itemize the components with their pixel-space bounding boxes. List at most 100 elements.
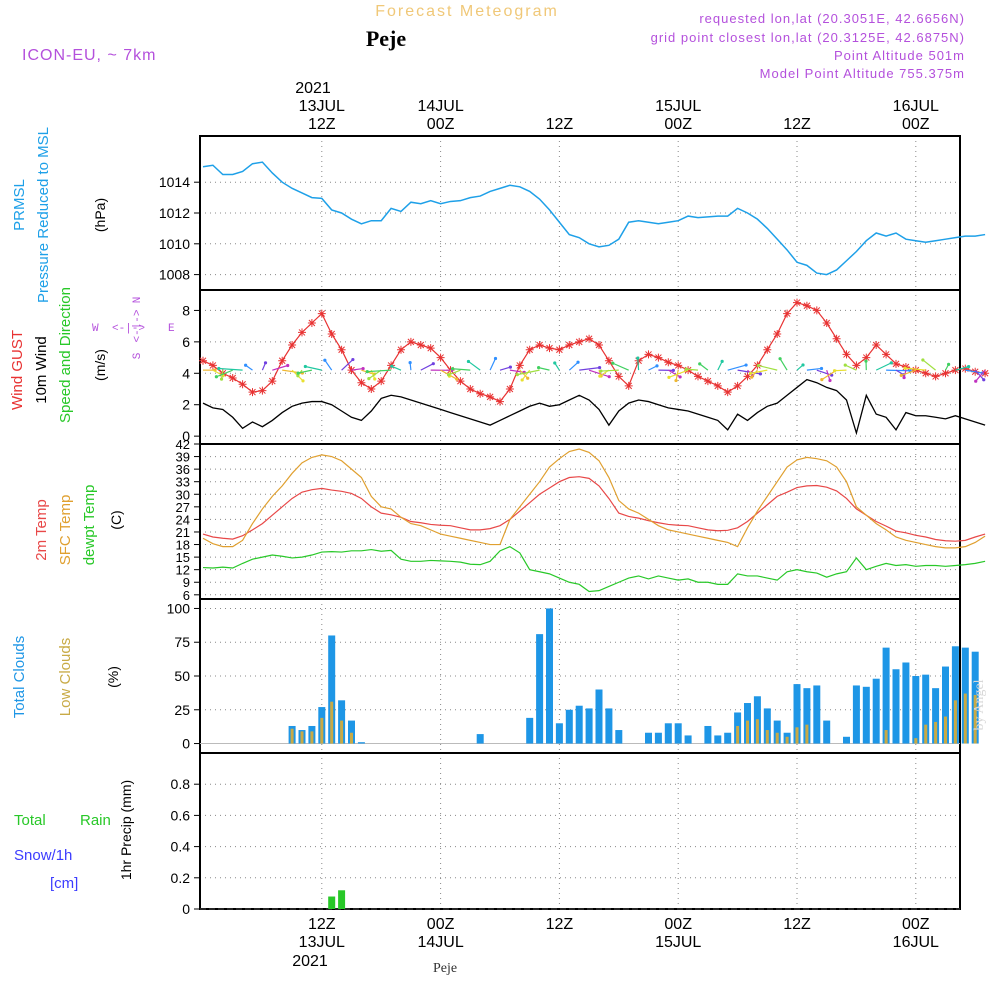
gust-point xyxy=(535,341,544,349)
low-cloud-bar xyxy=(934,721,938,744)
wind-arrow-head xyxy=(408,361,412,365)
total-cloud-bar xyxy=(862,686,870,744)
footer-location: Peje xyxy=(433,961,457,976)
wind-arrow-head xyxy=(296,374,300,378)
total-cloud-bar xyxy=(912,676,920,744)
panels: 1008101010121014024686912151821242730333… xyxy=(159,135,990,917)
total-cloud-bar xyxy=(902,662,910,744)
low-cloud-bar xyxy=(963,693,967,744)
precip-label-total: Total xyxy=(14,812,46,829)
cloud-ylabel-low: Low Clouds xyxy=(57,638,74,716)
wind-arrow-head xyxy=(446,373,451,377)
top-hour-label: 12Z xyxy=(546,116,574,133)
wind-arrow-head xyxy=(778,357,782,361)
total-cloud-bar xyxy=(575,705,583,744)
gust-point xyxy=(515,361,524,370)
low-cloud-bar xyxy=(340,720,344,744)
wind-arrow xyxy=(519,369,529,379)
wind-arrow xyxy=(351,367,364,371)
ytick-label: 39 xyxy=(176,450,190,465)
gust-point xyxy=(476,389,485,398)
low-cloud-bar xyxy=(944,716,947,744)
bottom-year-label: 2021 xyxy=(292,953,328,970)
top-hour-label: 00Z xyxy=(902,116,930,133)
gust-point xyxy=(733,381,742,390)
total-cloud-bar xyxy=(942,666,949,744)
low-cloud-bar xyxy=(785,736,789,744)
wind-arrow xyxy=(875,362,892,371)
wind-arrow xyxy=(612,362,629,371)
total-cloud-bar xyxy=(585,708,593,744)
low-cloud-bar xyxy=(805,724,809,744)
wind-arrow-head xyxy=(864,359,868,363)
gust-point xyxy=(713,381,722,390)
total-cloud-bar xyxy=(674,723,682,744)
ytick-label: 30 xyxy=(176,487,190,502)
watermark: by Angel xyxy=(972,679,987,730)
bottom-hour-label: 12Z xyxy=(783,916,811,933)
precip-label-rain: Rain xyxy=(80,812,111,829)
wind-arrow-head xyxy=(899,373,903,378)
ytick-label: 24 xyxy=(176,512,190,527)
total-cloud-bar xyxy=(714,735,722,744)
bottom-hour-label: 12Z xyxy=(308,916,336,933)
gust-point xyxy=(545,344,554,353)
gust-point xyxy=(248,388,257,397)
wind-arrow xyxy=(668,369,681,378)
ytick-label: 0 xyxy=(182,736,190,752)
ytick-label: 1010 xyxy=(159,236,190,252)
panel-frame xyxy=(199,443,961,600)
cloud-unit: (%) xyxy=(105,666,121,688)
ytick-label: 0 xyxy=(182,901,190,917)
wind-arrow xyxy=(922,359,936,371)
wind-arrow-head xyxy=(828,378,832,383)
compass-west: W xyxy=(92,323,99,335)
wind-arrow xyxy=(975,369,986,382)
wind-arrow xyxy=(324,359,333,371)
gust-point xyxy=(812,306,821,315)
gust-point xyxy=(624,381,633,390)
top-date-label: 16JUL xyxy=(893,98,939,115)
gust-point xyxy=(337,345,346,354)
wind-arrow-head xyxy=(655,364,659,368)
wind-arrow-head xyxy=(520,378,524,382)
ytick-label: 1008 xyxy=(159,267,190,283)
gust-point xyxy=(723,388,732,397)
wind-arrow xyxy=(579,367,600,371)
wind-arrow xyxy=(468,360,481,371)
gust-point xyxy=(426,344,435,353)
gust-point xyxy=(377,377,386,386)
bottom-hour-label: 00Z xyxy=(664,916,692,933)
wind-arrow-head xyxy=(750,375,754,379)
ytick-label: 0.6 xyxy=(171,807,191,823)
ytick-label: 27 xyxy=(176,500,190,515)
gust-point xyxy=(496,397,504,406)
gust-point xyxy=(575,337,584,346)
gust-point xyxy=(674,361,683,370)
location-title: Peje xyxy=(366,26,407,51)
total-cloud-bar xyxy=(872,678,880,744)
wind-arrow-head xyxy=(843,363,847,367)
total-cloud-bar xyxy=(724,732,732,744)
gust-point xyxy=(367,385,376,393)
wind-arrow xyxy=(499,366,511,371)
t2m-line xyxy=(202,476,986,542)
bottom-date-label: 13JUL xyxy=(299,934,345,951)
precip-label-snow: Snow/1h xyxy=(14,847,72,864)
gust-point xyxy=(941,369,950,378)
ytick-label: 8 xyxy=(182,302,190,318)
low-cloud-bar xyxy=(300,731,304,744)
wind-arrow-head xyxy=(748,371,753,375)
pressure-line xyxy=(202,161,986,276)
pressure-ylabel-prmsl: PRMSL xyxy=(11,179,28,231)
gust-point xyxy=(565,341,574,349)
gust-point xyxy=(585,334,594,343)
total-cloud-bar xyxy=(645,732,652,744)
gust-point xyxy=(456,377,465,386)
compass-ew-arrow: <-|-> xyxy=(112,323,145,335)
wind-arrow-head xyxy=(611,361,615,365)
total-cloud-bar xyxy=(892,669,900,744)
